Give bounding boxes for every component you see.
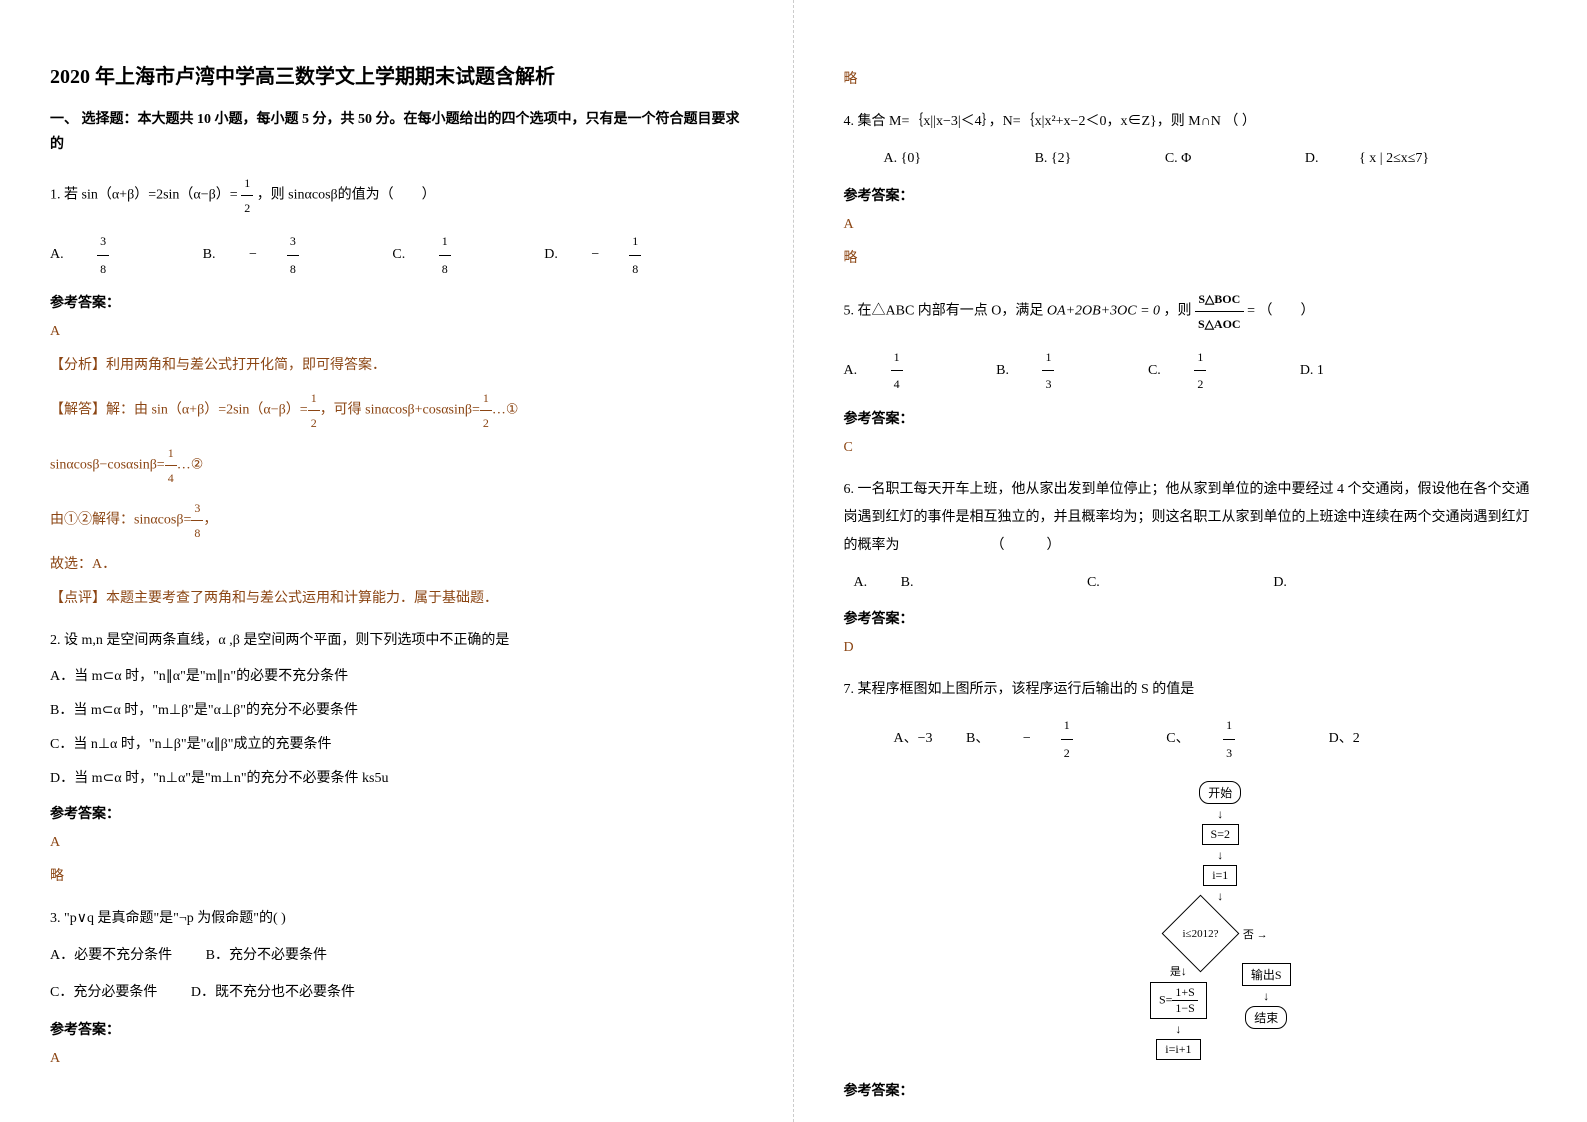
q7-answer-label: 参考答案： bbox=[844, 1080, 1538, 1100]
q2-opt-d: D．当 m⊂α 时，"n⊥α"是"m⊥n"的充分不必要条件 ks5u bbox=[50, 765, 743, 793]
fc-inc: i=i+1 bbox=[1156, 1039, 1200, 1060]
q7-opt-c: C、 13 bbox=[1166, 731, 1295, 746]
q1-text-suffix: ，则 sinαcosβ的值为（ ） bbox=[257, 188, 436, 203]
fc-cond: i≤2012? bbox=[1161, 895, 1239, 973]
question-5: 5. 在△ABC 内部有一点 O，满足 OA+2OB+3OC = 0 ，则 S△… bbox=[844, 287, 1538, 336]
q1-conclusion: 故选：A． bbox=[50, 551, 743, 579]
fc-update: S=1+S1−S bbox=[1150, 982, 1207, 1019]
q1-opt-d: D. −18 bbox=[544, 247, 701, 262]
q3-opt-d: D．既不充分也不必要条件 bbox=[191, 985, 355, 1000]
q5-answer: C bbox=[844, 434, 1538, 462]
q6-opt-c: C. bbox=[1087, 575, 1100, 590]
fc-end: 结束 bbox=[1245, 1006, 1287, 1029]
q3-options: A．必要不充分条件 B．充分不必要条件 bbox=[50, 941, 743, 972]
q1-options: A. 38 B. −38 C. 18 D. −18 bbox=[50, 228, 743, 282]
q2-opt-b: B．当 m⊂α 时，"m⊥β"是"α⊥β"的充分不必要条件 bbox=[50, 697, 743, 725]
q1-solve2: sinαcosβ−cosαsinβ=14…② bbox=[50, 441, 743, 490]
q1-solve1: 【解答】解：由 sin（α+β）=2sin（α−β）=12，可得 sinαcos… bbox=[50, 386, 743, 435]
q3-note: 略 bbox=[844, 66, 1538, 94]
fc-output: 输出S bbox=[1242, 963, 1291, 986]
q6-opt-d: D. bbox=[1273, 575, 1287, 590]
q7-opt-a: A、−3 bbox=[894, 731, 933, 746]
q7-options: A、−3 B、 −12 C、 13 D、2 bbox=[894, 712, 1538, 766]
page-title: 2020 年上海市卢湾中学高三数学文上学期期末试题含解析 bbox=[50, 60, 743, 89]
q1-frac-half: 12 bbox=[241, 171, 253, 220]
q1-solve3: 由①②解得：sinαcosβ=38， bbox=[50, 496, 743, 545]
q1-answer: A bbox=[50, 318, 743, 346]
q5-opt-b: B. 13 bbox=[996, 363, 1114, 378]
q1-text-prefix: 1. 若 sin（α+β）=2sin（α−β）= bbox=[50, 188, 238, 203]
q4-opt-a: A. {0} bbox=[884, 151, 922, 166]
q5-answer-label: 参考答案： bbox=[844, 408, 1538, 428]
q3-opt-b: B．充分不必要条件 bbox=[206, 948, 327, 963]
q6-answer-label: 参考答案： bbox=[844, 608, 1538, 628]
q3-answer-label: 参考答案： bbox=[50, 1019, 743, 1039]
fc-init-i: i=1 bbox=[1203, 865, 1237, 886]
q2-opt-c: C．当 n⊥α 时，"n⊥β"是"α∥β"成立的充要条件 bbox=[50, 731, 743, 759]
q5-opt-a: A. 14 bbox=[844, 363, 963, 378]
question-2: 2. 设 m,n 是空间两条直线，α ,β 是空间两个平面，则下列选项中不正确的… bbox=[50, 627, 743, 655]
q1-opt-b: B. −38 bbox=[203, 247, 359, 262]
q5-options: A. 14 B. 13 C. 12 D. 1 bbox=[844, 344, 1538, 398]
q5-opt-d: D. 1 bbox=[1300, 363, 1324, 378]
question-6: 6. 一名职工每天开车上班，他从家出发到单位停止；他从家到单位的途中要经过 4 … bbox=[844, 476, 1538, 560]
q4-options: A. {0} B. {2} C. Φ D. { x | 2≤x≤7} bbox=[844, 144, 1538, 175]
q3-answer: A bbox=[50, 1045, 743, 1073]
q4-note: 略 bbox=[844, 245, 1538, 273]
q4-opt-b: B. {2} bbox=[1035, 151, 1072, 166]
section-header: 一、 选择题：本大题共 10 小题，每小题 5 分，共 50 分。在每小题给出的… bbox=[50, 107, 743, 157]
q4-opt-c: C. Φ bbox=[1165, 151, 1192, 166]
q4-answer-label: 参考答案： bbox=[844, 185, 1538, 205]
q1-analysis: 【分析】利用两角和与差公式打开化简，即可得答案． bbox=[50, 352, 743, 380]
q1-opt-c: C. 18 bbox=[392, 247, 510, 262]
q1-comment: 【点评】本题主要考查了两角和与差公式运用和计算能力．属于基础题． bbox=[50, 585, 743, 613]
question-7: 7. 某程序框图如上图所示，该程序运行后输出的 S 的值是 bbox=[844, 676, 1538, 704]
question-3: 3. "p∨q 是真命题"是"¬p 为假命题"的( ) bbox=[50, 905, 743, 933]
q3-opt-c: C．充分必要条件 bbox=[50, 985, 157, 1000]
q6-options: A. B. C. D. bbox=[844, 568, 1538, 599]
fc-start: 开始 bbox=[1199, 781, 1241, 804]
q2-answer: A bbox=[50, 829, 743, 857]
question-4: 4. 集合 M=｛x||x−3|＜4｝，N=｛x|x²+x−2＜0，x∈Z}，则… bbox=[844, 108, 1538, 136]
q3-opt-a: A．必要不充分条件 bbox=[50, 948, 172, 963]
q1-answer-label: 参考答案： bbox=[50, 292, 743, 312]
q7-opt-b: B、 −12 bbox=[966, 731, 1133, 746]
question-1: 1. 若 sin（α+β）=2sin（α−β）= 12 ，则 sinαcosβ的… bbox=[50, 171, 743, 220]
q5-opt-c: C. 12 bbox=[1148, 363, 1266, 378]
q1-opt-a: A. 38 bbox=[50, 247, 169, 262]
q4-opt-d: D. { x | 2≤x≤7} bbox=[1305, 151, 1459, 166]
q6-opt-b: B. bbox=[901, 575, 914, 590]
q2-note: 略 bbox=[50, 863, 743, 891]
q4-answer: A bbox=[844, 211, 1538, 239]
q7-opt-d: D、2 bbox=[1329, 731, 1360, 746]
q2-answer-label: 参考答案： bbox=[50, 803, 743, 823]
q6-opt-a: A. bbox=[854, 575, 868, 590]
flowchart: 开始 ↓ S=2 ↓ i=1 ↓ i≤2012? 否 → 是↓ S=1+S1−S… bbox=[904, 781, 1538, 1060]
q6-answer: D bbox=[844, 634, 1538, 662]
q3-options2: C．充分必要条件 D．既不充分也不必要条件 bbox=[50, 978, 743, 1009]
fc-init-s: S=2 bbox=[1202, 824, 1239, 845]
q2-opt-a: A．当 m⊂α 时，"n∥α"是"m∥n"的必要不充分条件 bbox=[50, 663, 743, 691]
